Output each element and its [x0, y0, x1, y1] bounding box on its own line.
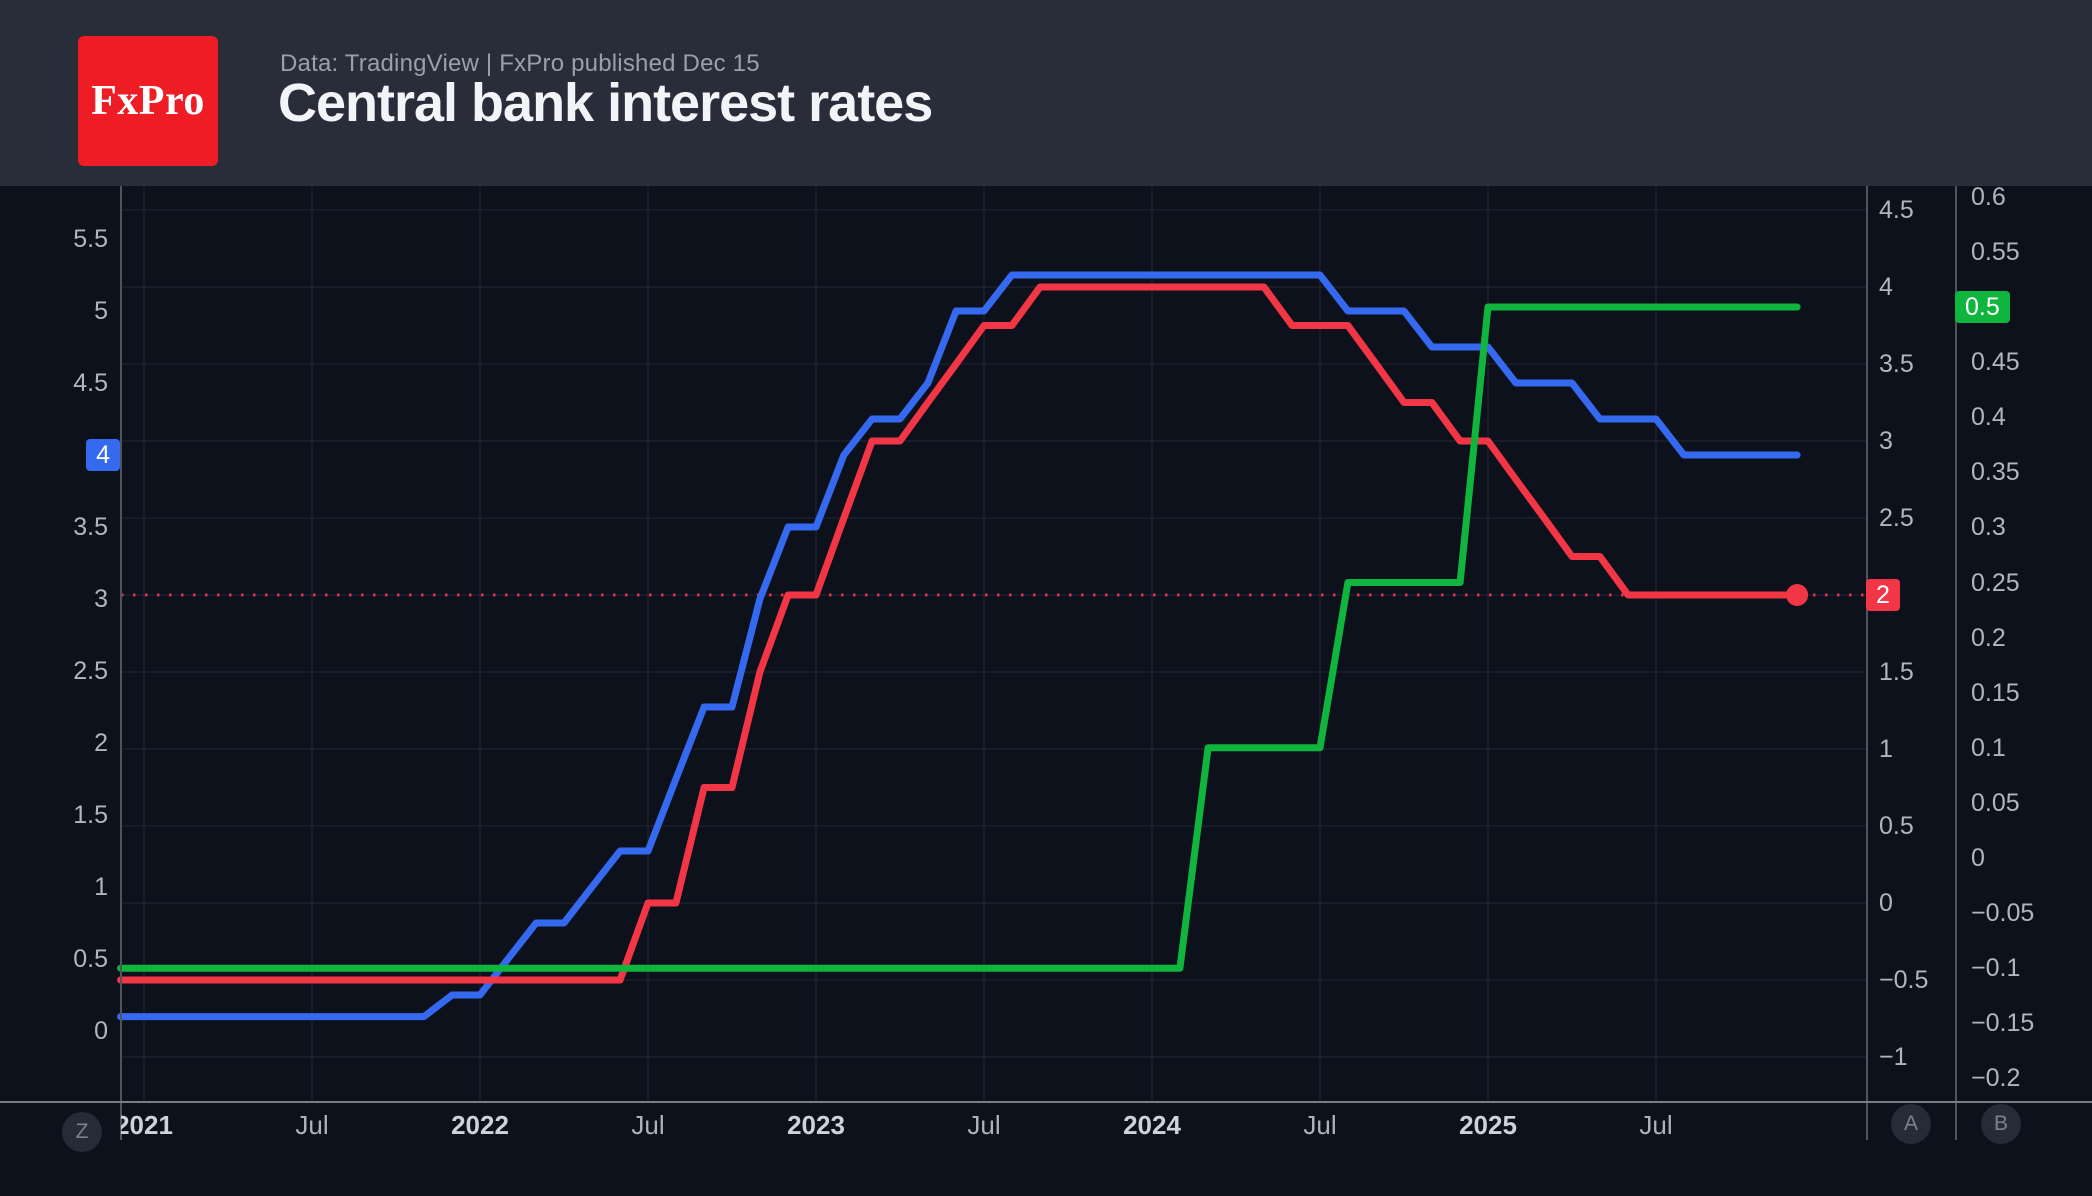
- last-value-dot: [1786, 584, 1809, 606]
- fxpro-logo: FxPro: [78, 36, 218, 166]
- data-source-line: Data: TradingView | FxPro published Dec …: [280, 50, 760, 77]
- axis-button-b[interactable]: B: [1981, 1104, 2021, 1144]
- rate-line-green-line: [117, 303, 1801, 972]
- rate-line-red-line: [117, 283, 1801, 984]
- axis-button-z[interactable]: Z: [62, 1112, 102, 1152]
- fxpro-logo-text: FxPro: [91, 78, 205, 124]
- page-title: Central bank interest rates: [278, 73, 933, 133]
- header: FxPro Data: TradingView | FxPro publishe…: [0, 0, 2092, 186]
- axis-button-a[interactable]: A: [1891, 1104, 1931, 1144]
- rate-line-blue-line: [117, 271, 1801, 1021]
